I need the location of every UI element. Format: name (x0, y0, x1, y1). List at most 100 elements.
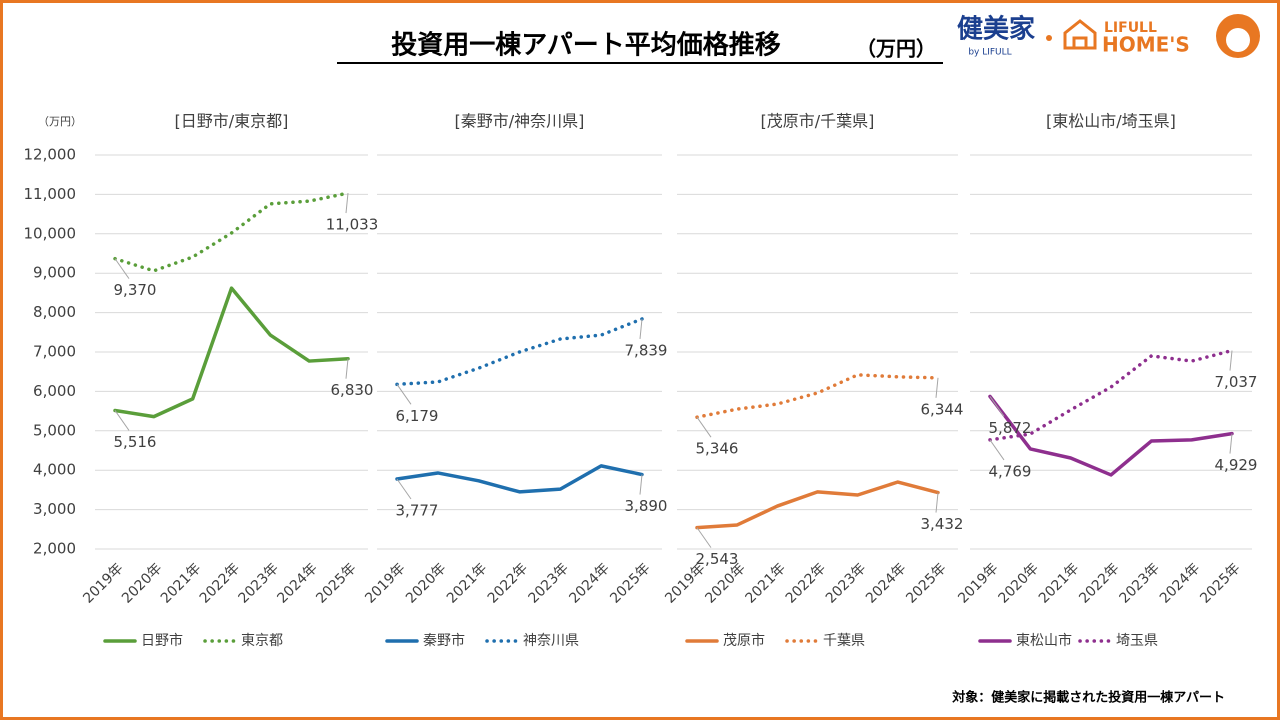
label-leader (989, 396, 1005, 417)
panel-title: [日野市/東京都] (175, 112, 289, 131)
legend-label: 日野市 (141, 632, 183, 649)
label-leader (345, 358, 349, 379)
x-tick-label: 2024年 (566, 560, 612, 606)
label-leader (1229, 350, 1233, 371)
series-line (113, 286, 350, 419)
data-label: 5,516 (114, 433, 157, 451)
series-line (113, 191, 350, 273)
label-leader (396, 478, 412, 500)
label-leader (1229, 433, 1233, 454)
label-leader (989, 439, 1005, 461)
x-tick-label: 2025年 (1197, 560, 1243, 606)
x-tick-label: 2019年 (362, 560, 408, 606)
y-tick-label: 11,000 (24, 185, 77, 203)
logo-kenbiya: 健美家 (957, 14, 1035, 45)
panel-title: [茂原市/千葉県] (761, 112, 875, 131)
label-leader (639, 474, 643, 495)
x-tick-label: 2023年 (236, 560, 282, 606)
footnote: 対象：健美家に掲載された投資用一棟アパート (951, 690, 1225, 706)
data-label: 6,344 (921, 400, 964, 418)
x-tick-label: 2022年 (1076, 560, 1122, 606)
data-label: 3,432 (921, 515, 964, 533)
data-label: 7,839 (625, 341, 668, 359)
series-line (988, 348, 1234, 442)
series-line (395, 317, 644, 387)
data-label: 5,872 (989, 419, 1032, 437)
y-tick-label: 12,000 (24, 146, 77, 164)
panel-title: [秦野市/神奈川県] (455, 112, 585, 131)
y-tick-label: 7,000 (33, 343, 76, 361)
x-tick-label: 2021年 (1036, 560, 1082, 606)
y-tick-label: 10,000 (24, 224, 77, 242)
logo-lifull: LIFULL (1104, 20, 1157, 36)
page-title: 投資用一棟アパート平均価格推移 (391, 30, 780, 61)
page-title-unit: （万円） (856, 37, 936, 61)
x-tick-label: 2024年 (863, 560, 909, 606)
data-label: 5,346 (696, 440, 739, 458)
panel-title: [東松山市/埼玉県] (1046, 112, 1176, 131)
logo-mascot-face (1226, 28, 1250, 52)
label-leader (396, 384, 412, 405)
legend-label: 茂原市 (723, 632, 765, 649)
x-tick-label: 2024年 (274, 560, 320, 606)
x-tick-label: 2019年 (955, 560, 1001, 606)
x-tick-label: 2023年 (823, 560, 869, 606)
legend-label: 秦野市 (423, 632, 465, 649)
data-label: 6,830 (331, 381, 374, 399)
legend-label: 埼玉県 (1116, 633, 1158, 649)
logo-kenbiya-sub: by LIFULL (968, 48, 1011, 58)
legend-label: 神奈川県 (523, 633, 579, 649)
series-line (395, 464, 644, 494)
x-tick-label: 2020年 (403, 560, 449, 606)
legend-label: 東京都 (241, 633, 283, 649)
logo-homes: HOME'S (1102, 33, 1190, 57)
data-label: 9,370 (114, 281, 157, 299)
series-line (695, 373, 940, 419)
x-tick-label: 2024年 (1157, 560, 1203, 606)
data-label: 6,179 (396, 407, 439, 425)
x-tick-label: 2025年 (607, 560, 653, 606)
data-label: 3,890 (625, 497, 668, 515)
x-tick-label: 2025年 (313, 560, 359, 606)
x-tick-label: 2022年 (197, 560, 243, 606)
label-leader (696, 416, 712, 438)
x-tick-label: 2025年 (903, 560, 949, 606)
data-label: 3,777 (396, 501, 439, 519)
y-tick-label: 3,000 (33, 500, 76, 518)
data-label: 7,037 (1215, 373, 1258, 391)
legend-label: 千葉県 (823, 633, 865, 649)
y-axis-label: （万円） (38, 115, 82, 128)
label-leader (114, 410, 130, 431)
data-label: 4,769 (989, 462, 1032, 480)
data-label: 11,033 (326, 216, 379, 234)
y-tick-label: 5,000 (33, 421, 76, 439)
x-tick-label: 2023年 (1117, 560, 1163, 606)
label-leader (696, 527, 712, 548)
logo-dot (1046, 35, 1052, 41)
data-label: 4,929 (1215, 456, 1258, 474)
legend-label: 東松山市 (1016, 632, 1072, 649)
x-tick-label: 2020年 (119, 560, 165, 606)
x-tick-label: 2021年 (743, 560, 789, 606)
x-tick-label: 2020年 (996, 560, 1042, 606)
series-line (988, 394, 1234, 477)
y-tick-label: 6,000 (33, 382, 76, 400)
label-leader (639, 318, 643, 339)
label-leader (935, 377, 939, 398)
y-tick-label: 4,000 (33, 461, 76, 479)
x-tick-label: 2021年 (444, 560, 490, 606)
x-tick-label: 2022年 (485, 560, 531, 606)
x-tick-label: 2021年 (158, 560, 204, 606)
x-tick-label: 2022年 (783, 560, 829, 606)
logo-house (1063, 19, 1097, 50)
label-leader (114, 258, 130, 279)
label-leader (935, 492, 939, 513)
series-line (695, 480, 940, 530)
x-tick-label: 2023年 (526, 560, 572, 606)
x-tick-label: 2019年 (80, 560, 126, 606)
y-tick-label: 9,000 (33, 264, 76, 282)
label-leader (345, 193, 349, 214)
data-label: 2,543 (696, 550, 739, 568)
